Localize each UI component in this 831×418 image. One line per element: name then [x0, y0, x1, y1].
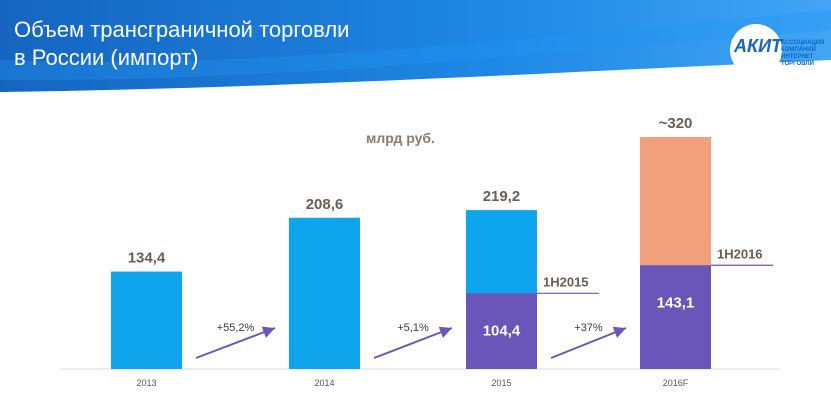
growth-arrow-2	[373, 326, 453, 359]
bar-total-2014	[289, 217, 360, 369]
total-value-label-2015: 219,2	[483, 188, 521, 205]
total-value-label-2016F: ~320	[659, 115, 693, 132]
bar-half-2016F	[640, 265, 711, 369]
growth-label-2: +5,1%	[397, 322, 429, 334]
header-banner	[0, 0, 831, 92]
x-tick-label-2016F: 2016F	[663, 378, 689, 388]
growth-label-1: +55,2%	[217, 322, 255, 334]
total-value-label-2014: 208,6	[306, 196, 344, 213]
growth-label-3: +37%	[574, 322, 603, 334]
unit-label: млрд руб.	[366, 130, 435, 146]
half-value-label-2016F: 143,1	[657, 294, 695, 311]
page-title: Объем трансграничной торговли в России (…	[14, 16, 349, 72]
growth-arrow-3	[550, 326, 627, 359]
bar-half-2015	[466, 293, 537, 369]
growth-arrow-1	[195, 326, 276, 359]
half-marker-label-2015: 1H2015	[543, 274, 589, 289]
logo-subtitle: АССОЦИАЦИЯ КОМПАНИЙ ИНТЕРНЕТ ТОРГОВЛИ	[781, 40, 825, 67]
x-tick-label-2013: 2013	[136, 378, 156, 388]
title-line-2: в России (импорт)	[14, 45, 199, 70]
title-line-1: Объем трансграничной торговли	[14, 17, 350, 42]
logo-text: АКИТ	[734, 36, 783, 56]
half-marker-label-2016F: 1H2016	[717, 246, 763, 261]
bar-total-2013	[111, 271, 182, 369]
x-tick-label-2014: 2014	[314, 378, 334, 388]
logo-circle	[730, 24, 782, 76]
half-value-label-2015: 104,4	[483, 322, 521, 339]
akit-logo: АКИТ АССОЦИАЦИЯ КОМПАНИЙ ИНТЕРНЕТ ТОРГОВ…	[730, 22, 828, 78]
x-tick-label-2015: 2015	[491, 378, 511, 388]
total-value-label-2013: 134,4	[128, 250, 166, 267]
